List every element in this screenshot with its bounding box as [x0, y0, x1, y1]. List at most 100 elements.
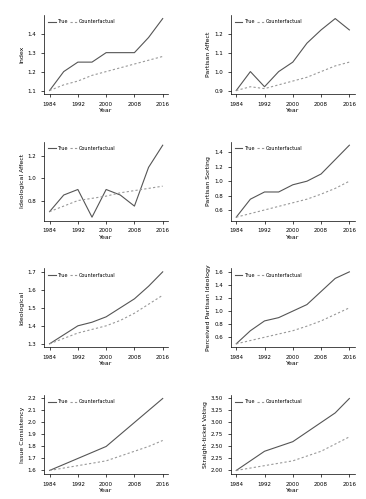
- Line: True: True: [236, 145, 350, 217]
- True: [146, 408, 151, 414]
- Counterfactual: [90, 72, 94, 78]
- Counterfactual: [262, 207, 267, 213]
- Line: True: True: [49, 145, 163, 217]
- True: [333, 157, 337, 163]
- True: [90, 214, 94, 220]
- True: [90, 59, 94, 65]
- Counterfactual: [276, 331, 281, 337]
- True: [333, 275, 337, 281]
- True: [146, 283, 151, 289]
- True: [248, 328, 253, 334]
- Counterfactual: [305, 74, 309, 80]
- X-axis label: Year: Year: [286, 361, 299, 366]
- Line: Counterfactual: Counterfactual: [236, 181, 350, 217]
- True: [90, 450, 94, 456]
- True: [319, 27, 323, 33]
- True: [132, 420, 137, 426]
- True: [262, 448, 267, 454]
- Counterfactual: [248, 465, 253, 471]
- Counterfactual: [76, 78, 80, 84]
- Counterfactual: [333, 63, 337, 69]
- Counterfactual: [262, 463, 267, 469]
- Counterfactual: [291, 458, 295, 464]
- Counterfactual: [291, 328, 295, 334]
- True: [90, 319, 94, 325]
- Counterfactual: [132, 310, 137, 316]
- Legend: True, Counterfactual: True, Counterfactual: [46, 144, 117, 153]
- Counterfactual: [76, 330, 80, 336]
- Counterfactual: [47, 341, 52, 347]
- Line: True: True: [236, 272, 350, 344]
- Legend: True, Counterfactual: True, Counterfactual: [233, 17, 304, 26]
- Counterfactual: [262, 334, 267, 340]
- Line: True: True: [49, 399, 163, 471]
- Counterfactual: [132, 448, 137, 454]
- True: [61, 462, 66, 468]
- True: [276, 189, 281, 195]
- Legend: True, Counterfactual: True, Counterfactual: [46, 17, 117, 26]
- True: [146, 164, 151, 170]
- Legend: True, Counterfactual: True, Counterfactual: [233, 397, 304, 406]
- Counterfactual: [262, 86, 267, 92]
- True: [248, 196, 253, 202]
- Counterfactual: [319, 448, 323, 454]
- Counterfactual: [132, 188, 137, 194]
- Counterfactual: [291, 78, 295, 84]
- Counterfactual: [333, 186, 337, 192]
- Line: Counterfactual: Counterfactual: [236, 62, 350, 90]
- True: [234, 214, 238, 220]
- True: [47, 209, 52, 215]
- Counterfactual: [347, 59, 352, 65]
- Counterfactual: [146, 301, 151, 307]
- True: [333, 15, 337, 21]
- Y-axis label: Partisan Sorting: Partisan Sorting: [206, 156, 212, 206]
- Counterfactual: [47, 209, 52, 215]
- True: [305, 40, 309, 46]
- True: [104, 314, 108, 320]
- Counterfactual: [333, 441, 337, 447]
- True: [47, 87, 52, 93]
- X-axis label: Year: Year: [100, 488, 113, 493]
- True: [319, 171, 323, 177]
- Counterfactual: [305, 323, 309, 329]
- True: [61, 68, 66, 74]
- Counterfactual: [118, 190, 123, 196]
- Counterfactual: [146, 57, 151, 63]
- Counterfactual: [234, 468, 238, 474]
- Line: True: True: [236, 399, 350, 471]
- Line: Counterfactual: Counterfactual: [49, 56, 163, 90]
- True: [234, 87, 238, 93]
- X-axis label: Year: Year: [100, 361, 113, 366]
- True: [132, 203, 137, 209]
- X-axis label: Year: Year: [100, 108, 113, 113]
- Counterfactual: [47, 468, 52, 474]
- Counterfactual: [276, 204, 281, 210]
- True: [262, 318, 267, 324]
- Counterfactual: [118, 317, 123, 323]
- True: [61, 332, 66, 338]
- Counterfactual: [61, 335, 66, 341]
- Line: True: True: [236, 18, 350, 90]
- Legend: True, Counterfactual: True, Counterfactual: [46, 270, 117, 279]
- True: [118, 192, 123, 198]
- True: [161, 15, 165, 21]
- Counterfactual: [319, 68, 323, 74]
- Counterfactual: [319, 191, 323, 197]
- True: [347, 142, 352, 148]
- Line: Counterfactual: Counterfactual: [49, 441, 163, 471]
- True: [333, 410, 337, 416]
- True: [234, 341, 238, 347]
- True: [118, 432, 123, 438]
- Y-axis label: Ideological Affect: Ideological Affect: [20, 154, 25, 208]
- True: [347, 269, 352, 275]
- Counterfactual: [291, 200, 295, 206]
- Counterfactual: [319, 318, 323, 324]
- True: [305, 301, 309, 307]
- Counterfactual: [276, 82, 281, 88]
- True: [347, 27, 352, 33]
- X-axis label: Year: Year: [286, 488, 299, 493]
- X-axis label: Year: Year: [286, 235, 299, 240]
- Counterfactual: [146, 444, 151, 450]
- Counterfactual: [161, 53, 165, 59]
- X-axis label: Year: Year: [286, 108, 299, 113]
